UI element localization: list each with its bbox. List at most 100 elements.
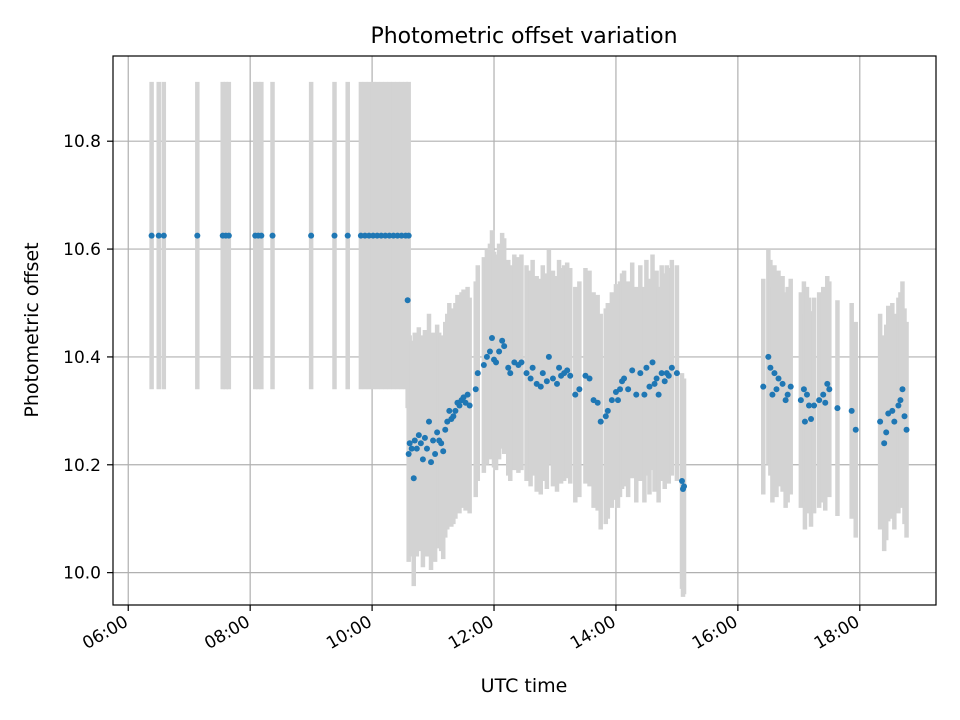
data-point	[415, 432, 422, 439]
data-point	[621, 375, 628, 382]
data-point	[653, 375, 660, 382]
data-point	[452, 407, 459, 414]
data-point	[779, 380, 786, 387]
data-point	[661, 378, 668, 385]
data-point	[765, 353, 772, 360]
data-point	[472, 386, 479, 393]
y-tick-label: 10.2	[63, 456, 101, 476]
data-point	[539, 370, 546, 377]
data-point	[434, 429, 441, 436]
data-point	[797, 397, 804, 404]
data-point	[681, 483, 688, 490]
data-point	[665, 372, 672, 379]
data-point	[826, 386, 833, 393]
data-point	[419, 456, 426, 463]
data-point	[507, 370, 514, 377]
data-point	[848, 407, 855, 414]
data-point	[438, 440, 445, 447]
data-point	[775, 375, 782, 382]
data-point	[488, 335, 495, 342]
data-point	[800, 386, 807, 393]
y-axis-label: Photometric offset	[21, 242, 43, 417]
data-point	[466, 402, 473, 409]
data-point	[518, 359, 525, 366]
chart-title: Photometric offset variation	[370, 24, 677, 49]
data-point	[527, 375, 534, 382]
data-point	[496, 348, 503, 355]
data-point	[816, 397, 823, 404]
data-point	[554, 380, 561, 387]
data-point	[678, 477, 685, 484]
data-point	[529, 364, 536, 371]
data-point	[428, 459, 435, 466]
data-point	[331, 232, 338, 239]
data-point	[891, 418, 898, 425]
data-point	[586, 375, 593, 382]
data-point	[556, 364, 563, 371]
data-point	[760, 383, 767, 390]
data-point	[820, 391, 827, 398]
data-point	[483, 353, 490, 360]
x-tick-label: 12:00	[445, 612, 497, 654]
data-point	[523, 370, 530, 377]
data-point	[225, 232, 232, 239]
data-point	[480, 362, 487, 369]
data-point	[673, 370, 680, 377]
data-point	[801, 418, 808, 425]
data-point	[493, 359, 500, 366]
data-points	[148, 232, 910, 493]
data-point	[629, 367, 636, 374]
data-point	[881, 440, 888, 447]
data-point	[450, 413, 457, 420]
data-point	[822, 399, 829, 406]
x-tick-label: 18:00	[811, 612, 863, 654]
data-point	[773, 386, 780, 393]
data-point	[148, 232, 155, 239]
data-point	[877, 418, 884, 425]
x-tick-label: 10:00	[323, 612, 375, 654]
x-tick-label: 08:00	[201, 612, 253, 654]
data-point	[903, 426, 910, 433]
data-point	[883, 429, 890, 436]
data-point	[594, 399, 601, 406]
data-point	[808, 415, 815, 422]
data-point	[499, 337, 506, 344]
data-point	[408, 445, 415, 452]
data-point	[602, 413, 609, 420]
data-point	[637, 370, 644, 377]
data-point	[625, 386, 632, 393]
data-point	[474, 370, 481, 377]
data-point	[597, 418, 604, 425]
data-point	[417, 440, 424, 447]
data-point	[767, 364, 774, 371]
data-point	[269, 232, 276, 239]
data-point	[564, 367, 571, 374]
data-point	[811, 402, 818, 409]
data-point	[617, 386, 624, 393]
data-point	[834, 405, 841, 412]
data-point	[405, 232, 412, 239]
data-point	[572, 391, 579, 398]
data-point	[889, 407, 896, 414]
data-point	[655, 391, 662, 398]
data-point	[803, 391, 810, 398]
data-point	[406, 440, 413, 447]
data-point	[787, 383, 794, 390]
data-point	[423, 445, 430, 452]
data-point	[901, 413, 908, 420]
data-point	[897, 397, 904, 404]
y-tick-label: 10.6	[63, 240, 101, 260]
data-point	[421, 434, 428, 441]
x-axis-ticks: 06:00 08:00 10:00 12:00 14:00 16:00 18:00	[79, 605, 863, 654]
data-point	[425, 418, 432, 425]
data-point	[643, 364, 650, 371]
data-point	[344, 232, 351, 239]
data-point	[308, 232, 315, 239]
x-tick-label: 14:00	[567, 612, 619, 654]
data-point	[649, 359, 656, 366]
y-tick-label: 10.4	[63, 348, 101, 368]
data-point	[895, 402, 902, 409]
data-point	[805, 402, 812, 409]
data-point	[413, 445, 420, 452]
data-point	[614, 397, 621, 404]
